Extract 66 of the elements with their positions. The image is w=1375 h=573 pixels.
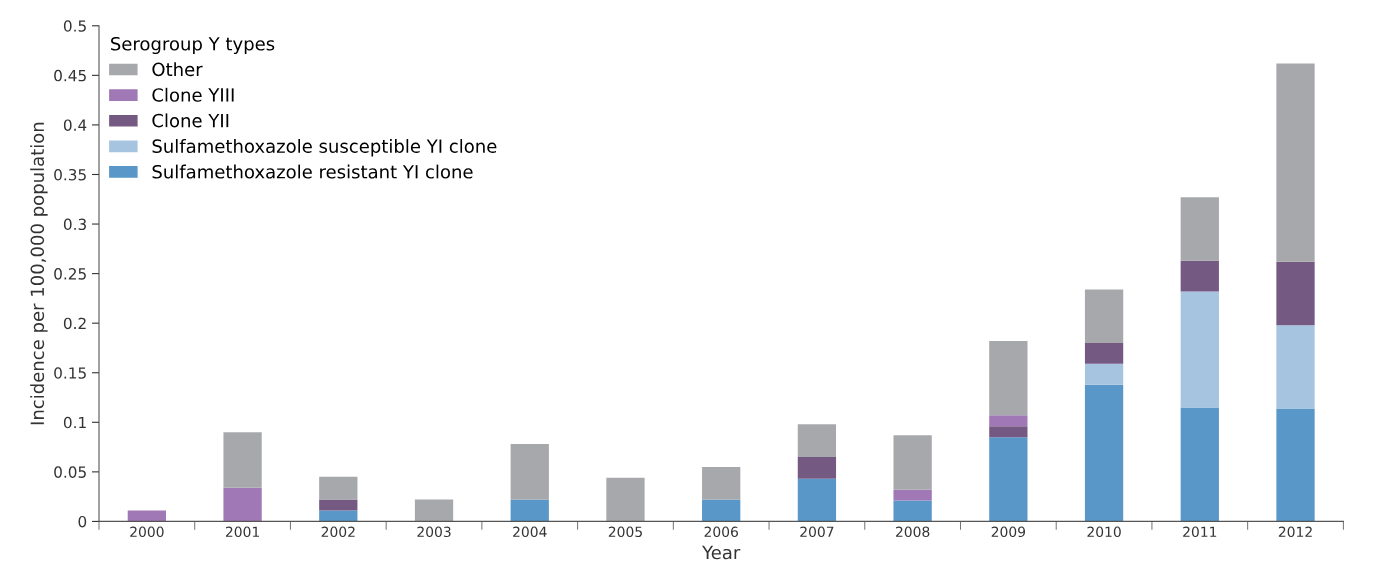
legend-label: Sulfamethoxazole resistant YI clone [152, 164, 473, 179]
bar [1084, 363, 1124, 385]
y-tick-label: 0.2 [63, 317, 86, 330]
bar [797, 424, 837, 457]
y-tick-label: 0.45 [54, 69, 86, 82]
bar [989, 437, 1028, 522]
x-tick-label: 2009 [991, 526, 1026, 538]
legend-label: Clone YII [152, 113, 229, 128]
bar [893, 435, 932, 490]
bar [127, 510, 166, 522]
bar [1180, 407, 1219, 522]
y-tick-label: 0.4 [63, 119, 87, 131]
x-tick-label: 2010 [1087, 526, 1121, 538]
bar [989, 341, 1028, 416]
bar [510, 444, 549, 500]
bar [414, 499, 454, 522]
bar [989, 415, 1028, 427]
bar [319, 476, 358, 500]
bar [702, 466, 741, 500]
legend-label: Other [152, 62, 203, 77]
bar [893, 500, 932, 522]
x-tick-label: 2003 [417, 526, 451, 538]
bar [223, 487, 262, 522]
bar [1180, 291, 1219, 408]
y-tick-label: 0.3 [63, 218, 86, 231]
x-tick-label: 2012 [1278, 526, 1312, 538]
bar [1276, 63, 1315, 262]
x-tick-label: 2006 [704, 526, 738, 538]
x-tick-label: 2007 [800, 526, 834, 538]
x-tick-label: 2008 [895, 526, 930, 538]
x-tick-label: 2002 [321, 526, 355, 538]
bar [989, 426, 1028, 438]
bar [702, 499, 741, 522]
legend-title: Serogroup Y types [111, 36, 275, 55]
x-tick-label: 2001 [225, 526, 259, 538]
y-tick-label: 0.15 [54, 367, 86, 379]
bar [1276, 325, 1315, 409]
bar [1180, 197, 1219, 261]
y-tick-label: 0.35 [54, 168, 86, 181]
y-tick-label: 0.5 [63, 20, 86, 32]
bar [797, 457, 837, 479]
x-tick-label: 2000 [130, 526, 164, 538]
y-axis-title: Incidence per 100,000 population [30, 122, 48, 425]
bar [1276, 261, 1315, 326]
bar [510, 499, 549, 522]
x-tick-label: 2005 [608, 526, 642, 538]
legend-label: Clone YIII [152, 87, 234, 102]
bar [1084, 289, 1124, 343]
bar [893, 489, 932, 501]
y-tick-label: 0.25 [54, 268, 86, 280]
bar [606, 477, 645, 522]
y-tick-label: 0 [78, 515, 87, 528]
legend-label: Sulfamethoxazole susceptible YI clone [152, 139, 497, 157]
bar [1084, 384, 1124, 522]
y-tick-label: 0.05 [54, 466, 86, 478]
bar [319, 499, 358, 511]
x-tick-label: 2011 [1183, 526, 1217, 538]
bar [1084, 343, 1124, 364]
bar [1180, 260, 1219, 292]
y-tick-label: 0.1 [63, 416, 86, 429]
bar [797, 478, 837, 522]
x-axis-title: Year [702, 545, 741, 560]
bar [319, 510, 358, 522]
x-tick-label: 2004 [513, 526, 547, 538]
bar [223, 432, 262, 488]
bar [1276, 408, 1315, 522]
